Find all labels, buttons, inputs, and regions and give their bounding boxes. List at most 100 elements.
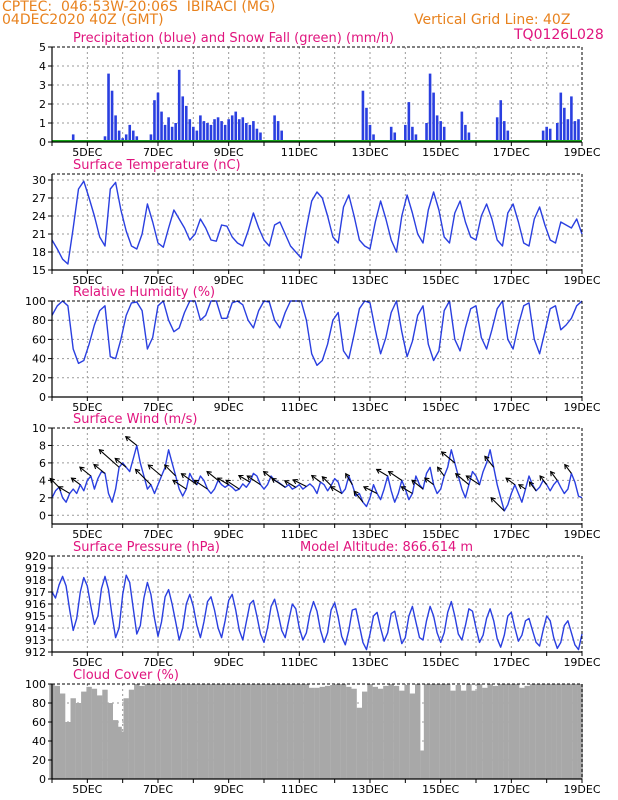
cloud-bar: [340, 684, 347, 779]
cloud-bar: [356, 707, 363, 779]
wind-arrow: [490, 497, 505, 512]
cloud-bar: [213, 684, 219, 779]
cloud-bar: [420, 750, 426, 779]
y-tick-label: 4: [39, 474, 46, 487]
precip-bar: [252, 121, 255, 142]
wind-arrow-head: [57, 486, 64, 492]
cloud-bar: [351, 688, 357, 779]
cloud-bar: [460, 690, 467, 779]
cloud-bar: [181, 684, 188, 779]
precip-bar: [276, 121, 280, 142]
precip-bar: [163, 124, 167, 142]
cloud-bar: [165, 684, 172, 779]
wind-arrow: [135, 468, 152, 486]
wind-arrow: [466, 475, 480, 486]
precip-bar: [149, 134, 153, 142]
wind-arrow-head: [271, 477, 277, 483]
cloud-bar: [277, 684, 283, 779]
cloud-bar: [545, 684, 552, 779]
panel-title-rh: Relative Humidity (%): [73, 285, 215, 300]
precip-bar: [432, 92, 435, 142]
x-tick-label: 7DEC: [143, 401, 173, 414]
x-tick-label: 9DEC: [214, 274, 244, 287]
cloud-bar: [314, 687, 320, 779]
wind-arrow: [455, 473, 470, 486]
wind-arrow: [164, 464, 177, 477]
cloud-bar: [171, 684, 177, 779]
cloud-bar: [187, 684, 193, 779]
wind-arrow-head: [172, 479, 178, 485]
x-tick-label: 17DEC: [493, 528, 530, 541]
y-tick-label: 0: [39, 509, 46, 522]
precip-bar: [255, 128, 259, 142]
y-tick-label: 915: [25, 610, 46, 623]
cloud-bar: [107, 703, 113, 779]
header-grid-note: Vertical Grid Line: 40Z: [414, 12, 571, 28]
x-tick-label: 15DEC: [422, 146, 459, 159]
header-station: CPTEC: 046:53W-20:06S IBIRACI (MG): [2, 0, 276, 15]
wind-arrow: [98, 449, 120, 468]
cloud-bar: [434, 684, 440, 779]
precip-bar: [117, 130, 121, 142]
precip-bar: [230, 115, 234, 142]
cloud-bar: [415, 684, 421, 779]
wind-arrow-head: [465, 475, 472, 481]
cloud-bar: [150, 684, 156, 779]
wind-arrow-head: [206, 470, 212, 477]
wind-arrow: [401, 486, 413, 494]
precip-bar: [234, 111, 238, 142]
cloud-bar: [123, 698, 129, 779]
wind-arrow-head: [400, 486, 407, 492]
precip-bar: [71, 134, 75, 142]
x-tick-label: 17DEC: [493, 783, 530, 796]
precip-bar: [181, 96, 185, 142]
precip-bar: [372, 134, 375, 142]
precip-bar: [160, 111, 163, 142]
y-tick-label: 6: [39, 457, 46, 470]
precip-bar: [195, 130, 199, 142]
wind-arrow: [284, 480, 297, 488]
x-tick-label: 19DEC: [563, 401, 600, 414]
precip-bar: [280, 130, 283, 142]
precip-bar: [506, 130, 510, 142]
precip-bar: [541, 130, 545, 142]
precip-bar: [103, 136, 107, 142]
precip-bar: [425, 123, 428, 142]
wind-arrow: [292, 479, 307, 487]
wind-arrow-head: [345, 472, 351, 479]
x-tick-label: 19DEC: [563, 656, 600, 669]
cloud-bar: [335, 684, 341, 779]
series-line-pres: [51, 574, 583, 651]
cloud-bar: [577, 684, 583, 779]
panel-title-temp: Surface Temperature (nC): [73, 158, 241, 173]
wind-arrow-head: [353, 490, 359, 496]
wind-arrow-head: [246, 475, 252, 481]
wind-arrow-head: [134, 468, 141, 474]
wind-arrow-head: [550, 470, 556, 477]
y-tick-label: 20: [32, 372, 46, 385]
cloud-bar: [54, 685, 60, 779]
y-tick-label: 4: [39, 60, 46, 73]
cloud-bar: [561, 684, 568, 779]
cloud-bar: [540, 684, 546, 779]
wind-arrow-head: [283, 480, 290, 486]
wind-arrow-head: [262, 470, 269, 477]
precip-bar: [273, 115, 276, 142]
y-tick-label: 0: [39, 391, 46, 404]
wind-arrow-head: [124, 435, 131, 442]
x-tick-label: 11DEC: [281, 783, 318, 796]
wind-arrow-head: [79, 466, 85, 472]
wind-arrow-head: [411, 479, 417, 485]
y-tick-label: 80: [32, 697, 46, 710]
wind-arrow: [71, 477, 81, 486]
wind-arrow: [58, 486, 70, 494]
cloud-bar: [197, 684, 204, 779]
wind-arrow: [376, 468, 388, 477]
wind-arrow-head: [423, 477, 430, 483]
wind-arrow: [238, 475, 251, 483]
precip-bar: [365, 107, 368, 142]
wind-arrow: [271, 478, 286, 488]
wind-arrow: [484, 455, 495, 468]
wind-arrow-head: [484, 455, 490, 461]
cloud-bar: [482, 687, 488, 779]
